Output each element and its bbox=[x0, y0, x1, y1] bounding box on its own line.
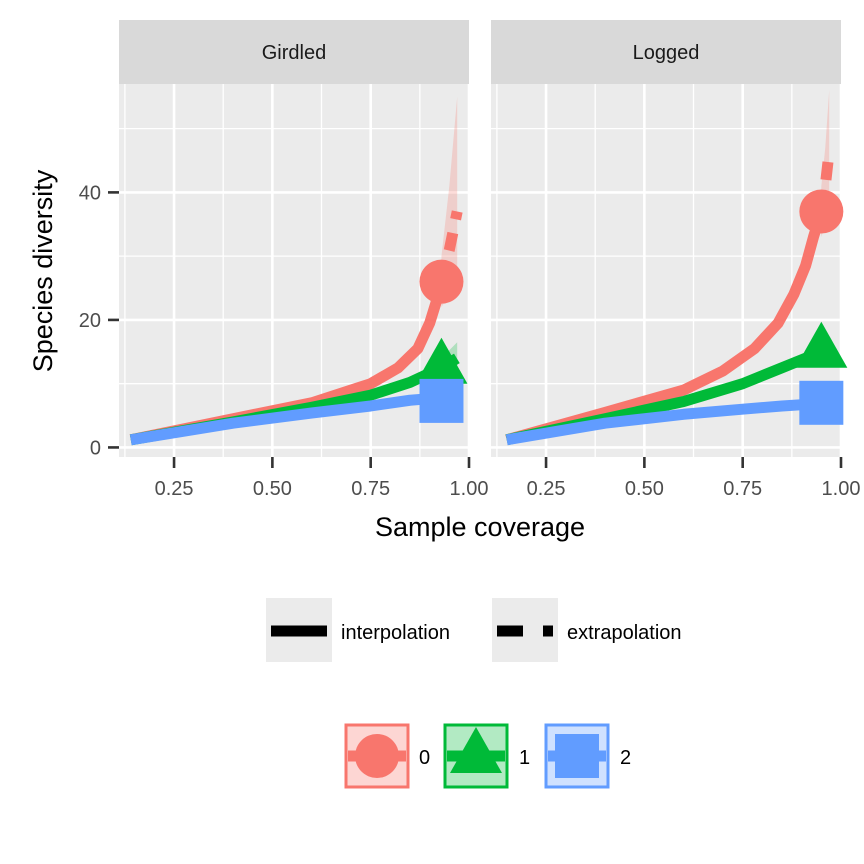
interpolation-line-girdled-2 bbox=[129, 392, 442, 446]
facet-strip-logged bbox=[491, 20, 841, 84]
points-girdled bbox=[415, 259, 468, 423]
legend-circle-icon bbox=[355, 734, 399, 778]
x-tick-label: 0.50 bbox=[625, 478, 664, 500]
legend-label-1: 1 bbox=[519, 747, 530, 769]
legend-key-0 bbox=[344, 723, 410, 789]
x-tick-label: 0.25 bbox=[527, 478, 566, 500]
observed-point-logged-2 bbox=[799, 380, 844, 425]
lines-girdled bbox=[129, 210, 463, 446]
y-tick-label: 0 bbox=[90, 437, 101, 459]
x-tick-label: 0.75 bbox=[723, 478, 762, 500]
x-tick-label: 1.00 bbox=[822, 478, 861, 500]
legend-order: 0 1 2 bbox=[344, 723, 631, 789]
legend-label-extrapolation: extrapolation bbox=[567, 622, 682, 644]
y-tick-label: 20 bbox=[79, 310, 101, 332]
legend-triangle-icon bbox=[450, 727, 502, 773]
facet-strip-girdled bbox=[119, 20, 469, 84]
y-axis-title: Species diversity bbox=[28, 169, 58, 372]
facet-label-logged: Logged bbox=[633, 42, 700, 64]
observed-point-logged-1 bbox=[795, 321, 848, 368]
x-tick-label: 0.25 bbox=[155, 478, 194, 500]
x-tick-label: 0.50 bbox=[253, 478, 292, 500]
observed-point-girdled-0 bbox=[419, 259, 464, 304]
y-tick-label: 40 bbox=[79, 182, 101, 204]
x-axis-title: Sample coverage bbox=[375, 512, 585, 542]
facet-logged: Logged bbox=[491, 20, 848, 457]
legend-label-interpolation: interpolation bbox=[341, 622, 450, 644]
x-tick-label: 1.00 bbox=[450, 478, 489, 500]
ci-band-girdled-0 bbox=[441, 96, 458, 308]
legend-square-icon bbox=[555, 734, 599, 778]
y-axis: 0 20 40 bbox=[79, 182, 119, 459]
legend-key-2 bbox=[544, 723, 610, 789]
facet-girdled: Girdled bbox=[119, 20, 471, 457]
points-logged bbox=[795, 189, 848, 425]
lines-logged bbox=[505, 150, 835, 446]
legend-method: interpolation extrapolation bbox=[266, 598, 682, 662]
interpolation-line-logged-0 bbox=[505, 209, 827, 446]
x-axis-girdled: 0.25 0.50 0.75 1.00 bbox=[155, 457, 489, 500]
observed-point-logged-0 bbox=[799, 189, 844, 234]
x-axis-logged: 0.25 0.50 0.75 1.00 bbox=[527, 457, 861, 500]
x-tick-label: 0.75 bbox=[351, 478, 390, 500]
legend-key-1 bbox=[443, 723, 509, 789]
interpolation-line-logged-2 bbox=[505, 397, 822, 446]
observed-point-girdled-1 bbox=[415, 337, 468, 384]
legend-label-0: 0 bbox=[419, 747, 430, 769]
facet-label-girdled: Girdled bbox=[262, 42, 326, 64]
legend-label-2: 2 bbox=[620, 747, 631, 769]
observed-point-girdled-2 bbox=[419, 378, 464, 423]
